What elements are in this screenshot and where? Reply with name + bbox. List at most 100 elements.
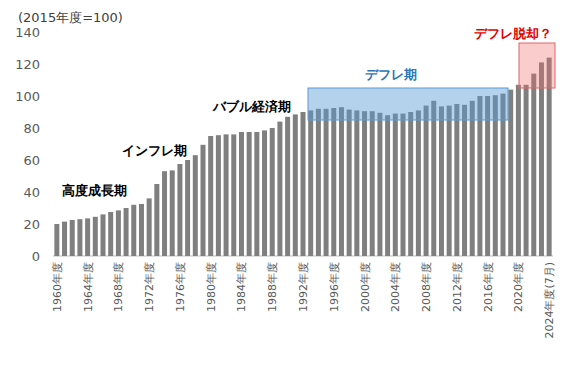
bar (416, 110, 421, 256)
x-tick-label: 1996年度 (328, 262, 341, 312)
bar (270, 128, 275, 256)
bar (339, 107, 344, 256)
bar (439, 106, 444, 256)
bar (162, 171, 167, 256)
bar (354, 110, 359, 256)
x-tick-label: 1968年度 (112, 262, 125, 312)
bar (262, 130, 267, 256)
bar (454, 104, 459, 256)
x-tick-label: 2008年度 (420, 262, 433, 312)
bar (424, 106, 429, 256)
tick-mark (50, 224, 53, 225)
x-tick-label: 1984年度 (235, 262, 248, 312)
bar (393, 114, 398, 256)
bar (447, 106, 452, 256)
bar (185, 160, 190, 256)
bar (401, 114, 406, 256)
bar (170, 170, 175, 256)
x-tick-label: 2020年度 (512, 262, 525, 312)
y-tick-label: 0 (32, 249, 40, 264)
bars (54, 58, 551, 256)
bar (362, 111, 367, 256)
y-tick-label: 140 (15, 25, 40, 40)
bar (85, 218, 90, 256)
tick-mark (50, 192, 53, 193)
y-label: (2015年度=100) (18, 10, 123, 25)
x-tick-label: 1980年度 (205, 262, 218, 312)
bar (177, 164, 182, 256)
bar (201, 145, 206, 256)
x-tick-label: 2012年度 (451, 262, 464, 312)
period-label: バブル経済期 (212, 99, 291, 114)
bar (70, 220, 75, 256)
bar (539, 62, 544, 256)
deflation-box (308, 88, 508, 120)
bar (285, 117, 290, 256)
period-label: 高度成長期 (62, 183, 127, 198)
bar (316, 109, 321, 256)
x-tick-label: 2004年度 (389, 262, 402, 312)
period-label: インフレ期 (122, 143, 187, 158)
bar (193, 155, 198, 256)
bar (331, 108, 336, 256)
x-tick-label: 2000年度 (359, 262, 372, 312)
bar (308, 110, 313, 256)
y-tick-label: 20 (23, 217, 40, 232)
y-tick-label: 40 (23, 185, 40, 200)
y-tick-label: 80 (23, 121, 40, 136)
y-tick-label: 100 (15, 89, 40, 104)
tick-mark (50, 256, 53, 257)
x-tick-label: 1960年度 (51, 262, 64, 312)
bar (293, 114, 298, 256)
x-tick-label: 1976年度 (174, 262, 187, 312)
bar (462, 105, 467, 256)
x-tick-label: 1964年度 (82, 262, 95, 312)
exit-box (519, 43, 555, 88)
bar (131, 205, 136, 256)
tick-mark (50, 128, 53, 129)
bar (101, 214, 106, 256)
tick-mark (50, 160, 53, 161)
bar (324, 109, 329, 256)
bar (385, 115, 390, 256)
bar (508, 90, 513, 256)
bar (231, 134, 236, 256)
bar (254, 132, 259, 256)
x-tick-label: 1988年度 (266, 262, 279, 312)
bar (277, 122, 282, 256)
y-tick-label: 60 (23, 153, 40, 168)
bar (301, 112, 306, 256)
x-tick-label: 2016年度 (482, 262, 495, 312)
bar (116, 210, 121, 256)
bar (516, 85, 521, 256)
bar (93, 217, 98, 256)
bar (208, 136, 213, 256)
bar (216, 135, 221, 256)
tick-mark (50, 32, 53, 33)
tick-mark (50, 64, 53, 65)
bar (239, 132, 244, 256)
bar (470, 101, 475, 256)
bar (524, 85, 529, 256)
x-tick-label: 1972年度 (143, 262, 156, 312)
tick-mark (50, 96, 53, 97)
bar (154, 184, 159, 256)
bar (408, 112, 413, 256)
bar (108, 212, 113, 256)
bar (431, 101, 436, 256)
bar (224, 134, 229, 256)
y-tick-label: 120 (15, 57, 40, 72)
bar (139, 204, 144, 256)
period-label: デフレ期 (365, 67, 417, 82)
bar (54, 224, 59, 256)
x-tick-label: 2024年度(7月) (543, 262, 556, 339)
bar (147, 198, 152, 256)
chart: (2015年度=100) 0 20 40 60 80 100 120 140 1960年度 1964… (0, 0, 568, 378)
x-tick-label: 1992年度 (297, 262, 310, 312)
bar (531, 74, 536, 256)
bar (62, 222, 67, 256)
bar (347, 110, 352, 256)
bar (247, 132, 252, 256)
bar (124, 208, 129, 256)
bar (377, 113, 382, 256)
